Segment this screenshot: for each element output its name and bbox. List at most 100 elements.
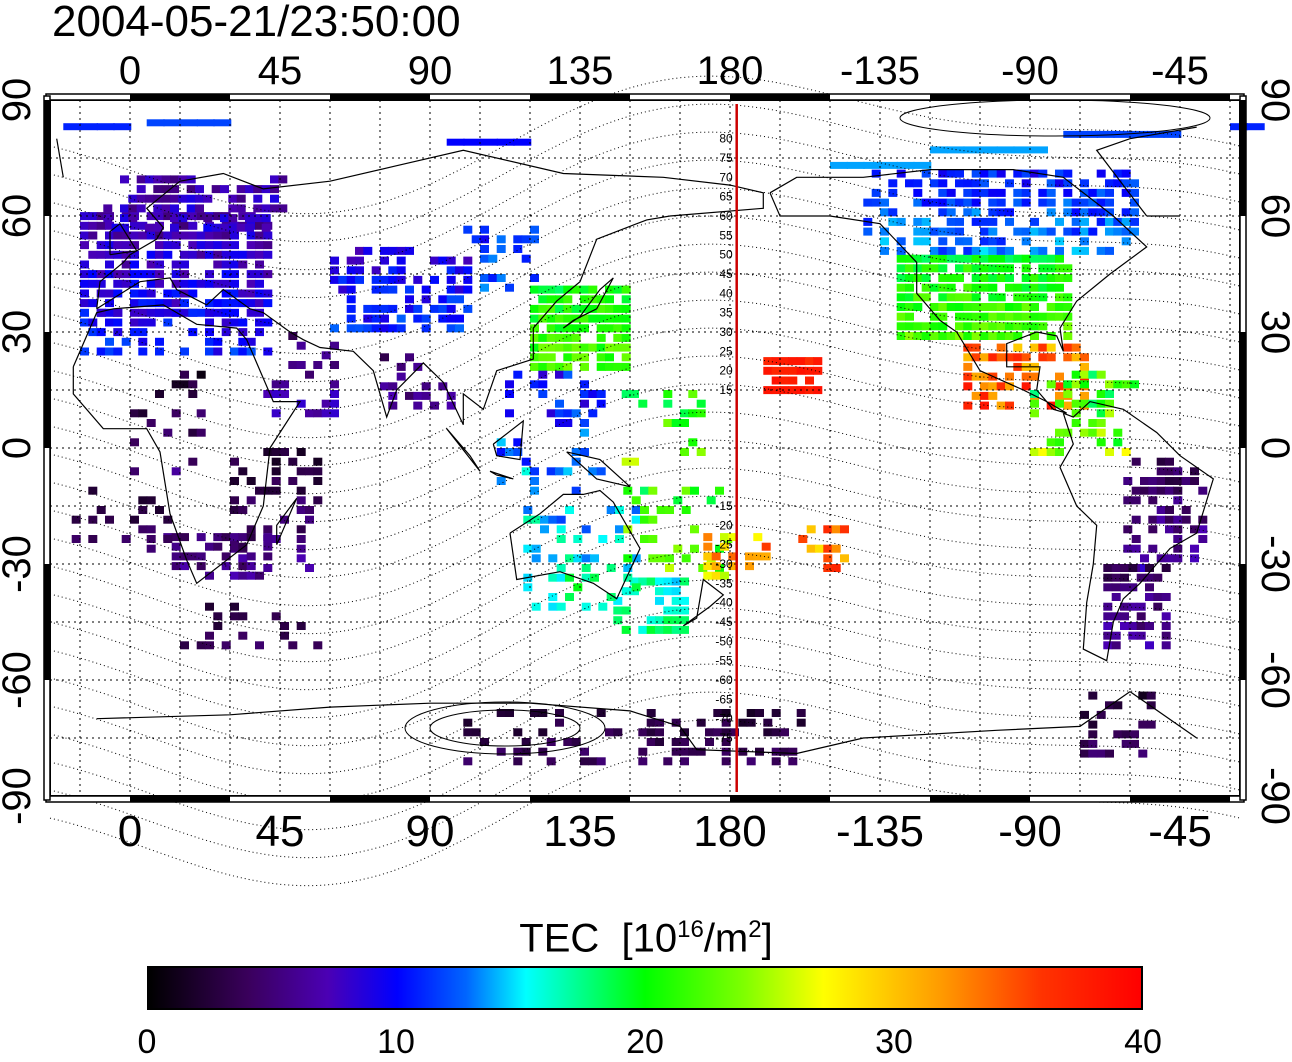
meridian-label: 15 <box>719 383 733 397</box>
tec-cell <box>655 577 664 586</box>
tec-cell <box>980 254 989 263</box>
tec-cell <box>1113 217 1123 226</box>
top-lon-tick-label: 0 <box>119 49 141 93</box>
tec-cell <box>146 279 156 288</box>
tec-cell <box>138 299 148 308</box>
tec-cell <box>728 552 738 561</box>
tec-cell <box>236 204 246 213</box>
tec-cell <box>963 382 973 391</box>
colorbar-unit-mid: /m <box>703 916 749 961</box>
tec-cell <box>1021 169 1031 178</box>
tec-cell <box>496 747 506 756</box>
tec-cell <box>938 169 948 178</box>
tec-cell <box>831 564 841 572</box>
tec-cell <box>1088 419 1098 427</box>
tec-cell <box>780 357 789 366</box>
tec-cell <box>780 366 789 375</box>
tec-cell <box>1046 264 1056 273</box>
tec-cell <box>1080 370 1089 379</box>
tec-cell <box>1080 130 1098 138</box>
contour-line <box>49 747 1241 887</box>
tec-cell <box>963 332 973 340</box>
tec-cell <box>346 256 356 265</box>
tec-cell <box>1153 602 1163 611</box>
tec-cell <box>646 728 656 737</box>
tec-cell <box>571 343 581 352</box>
tec-cell <box>971 274 981 282</box>
tec-cell <box>1063 227 1073 236</box>
tec-cell <box>1096 438 1106 447</box>
tec-cell <box>1113 438 1123 447</box>
tec-cell <box>580 419 589 427</box>
tec-cell <box>938 237 948 246</box>
tec-cell <box>238 318 248 327</box>
tec-cell <box>971 303 981 311</box>
tec-cell <box>270 204 279 213</box>
tec-cell <box>648 515 658 524</box>
tec-cell <box>665 506 674 514</box>
tec-cell <box>696 747 706 756</box>
tec-cell <box>263 486 273 495</box>
tec-cell <box>996 353 1006 362</box>
tec-cell <box>238 467 248 476</box>
tec-cell <box>531 602 541 611</box>
tec-cell <box>1071 246 1081 255</box>
tec-cell <box>1136 612 1146 621</box>
coastline <box>276 497 298 545</box>
tec-cell <box>1055 438 1064 447</box>
tec-cell <box>555 343 564 352</box>
tec-cell <box>896 169 906 178</box>
tec-cell <box>613 343 623 352</box>
tec-cell <box>690 486 699 495</box>
left-lat-tick-label: 30 <box>0 310 39 355</box>
tec-cell <box>523 544 533 553</box>
meridian-label: -15 <box>715 499 733 513</box>
tec-cell <box>580 353 589 362</box>
tec-cell <box>706 496 716 505</box>
tec-cell <box>546 285 556 294</box>
tec-cell <box>1013 146 1032 154</box>
tec-cell <box>213 308 223 317</box>
tec-cell <box>1103 622 1113 630</box>
tec-cell <box>1005 322 1014 331</box>
tec-cell <box>671 625 681 634</box>
tec-cell <box>305 564 314 572</box>
tec-cell <box>896 237 906 246</box>
left-lat-tick-label: 90 <box>0 78 39 123</box>
tec-cell <box>496 235 506 244</box>
tec-cell <box>596 304 606 313</box>
tec-cell <box>80 289 89 298</box>
tec-cell <box>1063 390 1073 398</box>
tec-cell <box>646 718 656 727</box>
tec-cell <box>663 606 673 615</box>
tec-cell <box>146 260 156 269</box>
axis-ticks: 0045459090135135180180-135-135-90-90-45-… <box>0 49 1292 856</box>
graticule <box>50 100 1240 796</box>
tec-cell <box>1113 730 1123 739</box>
tec-cell <box>955 322 964 331</box>
tec-cell <box>938 246 948 255</box>
tec-cell <box>146 535 156 543</box>
tec-cell <box>581 564 591 572</box>
tec-cell <box>640 506 649 514</box>
tec-cell <box>963 237 973 246</box>
tec-cell <box>1046 227 1056 236</box>
tec-cell <box>896 161 915 169</box>
tec-cell <box>261 223 271 232</box>
tec-cell <box>355 324 364 333</box>
tec-cell <box>896 246 906 255</box>
tec-cell <box>715 486 724 495</box>
tec-cell <box>113 241 123 250</box>
tec-cell <box>330 409 339 418</box>
tec-cell <box>170 204 179 213</box>
meridian-label: -60 <box>715 673 733 687</box>
tec-cell <box>580 304 589 313</box>
tec-cell <box>1013 303 1023 311</box>
tec-cell <box>771 376 781 385</box>
frame-segment <box>530 94 630 100</box>
tec-cell <box>971 391 981 400</box>
tec-cell <box>980 283 989 292</box>
meridian-label: 60 <box>719 209 733 223</box>
tec-cell <box>613 333 623 342</box>
tec-cell <box>680 757 689 766</box>
